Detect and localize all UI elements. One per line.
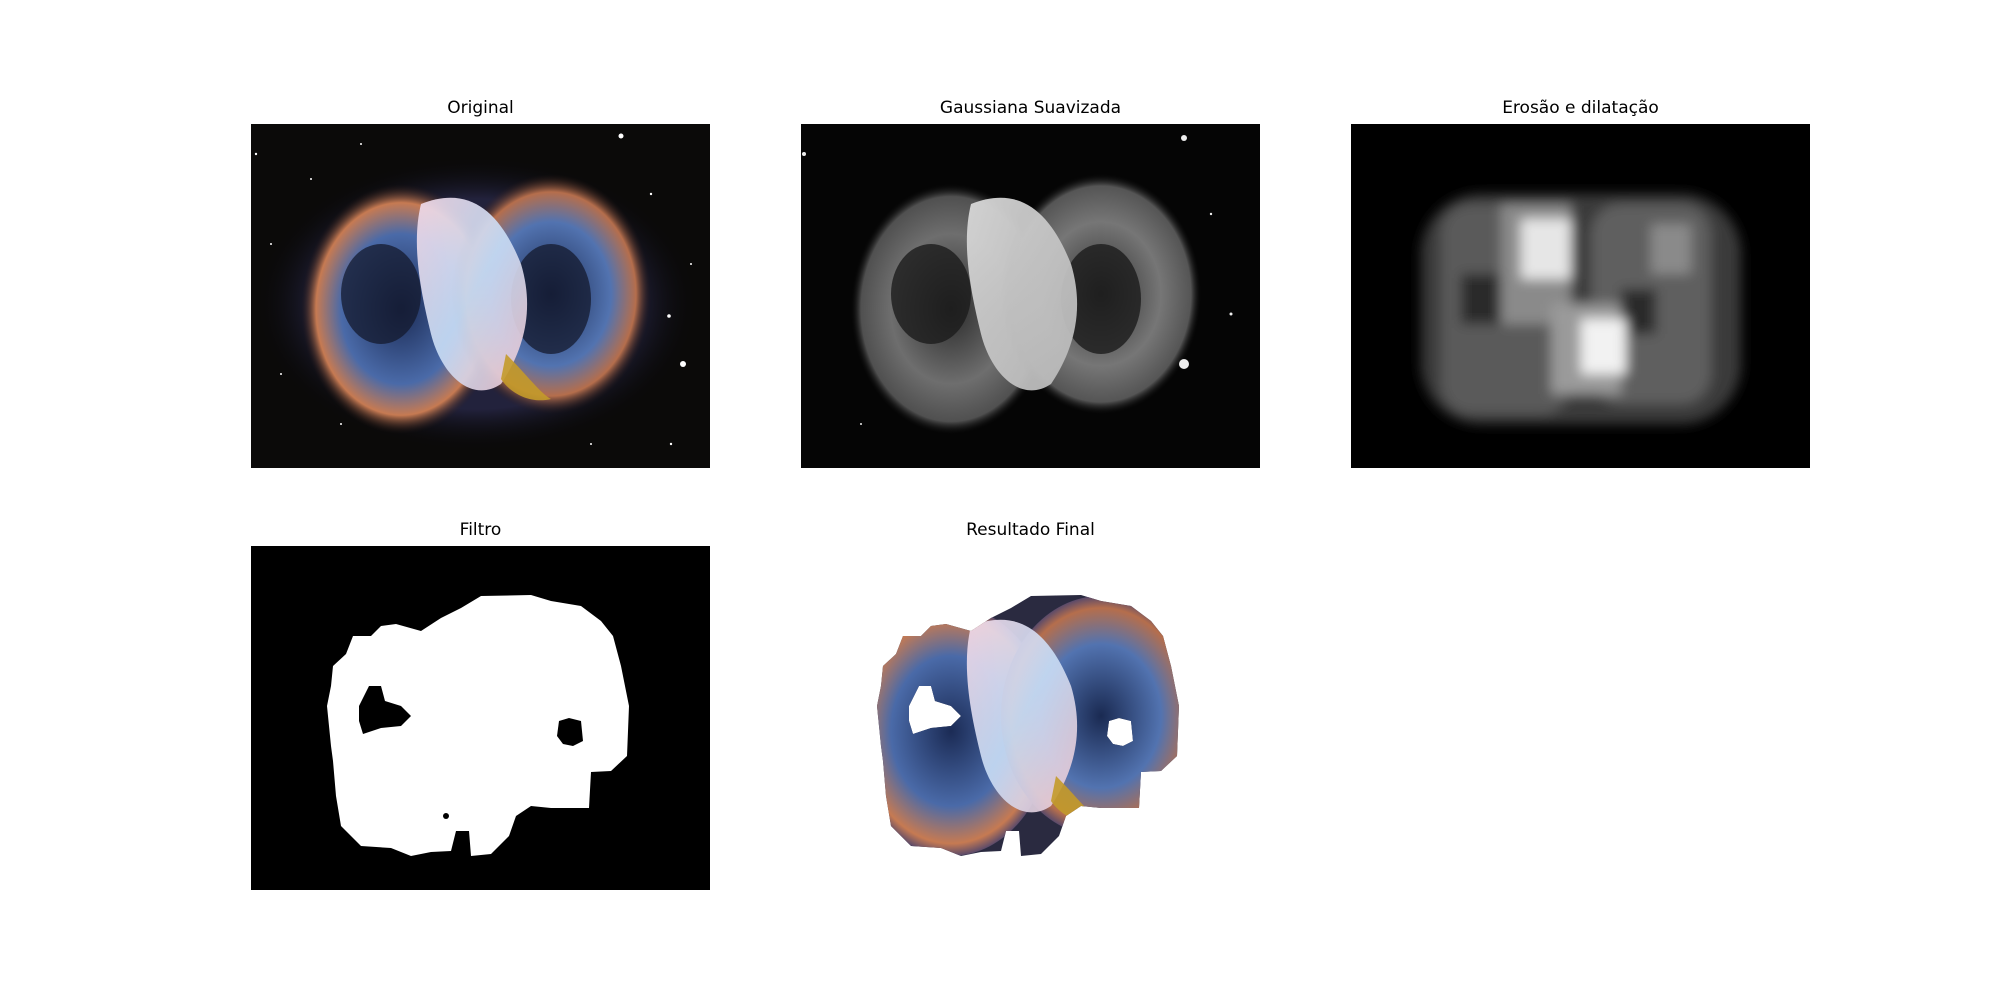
panel-original: Original (251, 98, 710, 468)
masked-nebula-image (801, 546, 1260, 890)
nebula-color-image (251, 124, 710, 468)
panel-final-result: Resultado Final (801, 520, 1260, 890)
panel-title: Filtro (459, 520, 502, 540)
panel-title: Original (447, 98, 514, 118)
panel-filter-mask: Filtro (251, 520, 710, 890)
panel-erosion-dilation: Erosão e dilatação (1351, 98, 1810, 468)
panel-gaussian-blur: Gaussiana Suavizada (801, 98, 1260, 468)
binary-mask-image (251, 546, 710, 890)
panel-title: Erosão e dilatação (1502, 98, 1659, 118)
panel-title: Resultado Final (966, 520, 1095, 540)
nebula-morphology-image (1351, 124, 1810, 468)
panel-title: Gaussiana Suavizada (939, 98, 1122, 118)
nebula-grayscale-blurred-image (801, 124, 1260, 468)
